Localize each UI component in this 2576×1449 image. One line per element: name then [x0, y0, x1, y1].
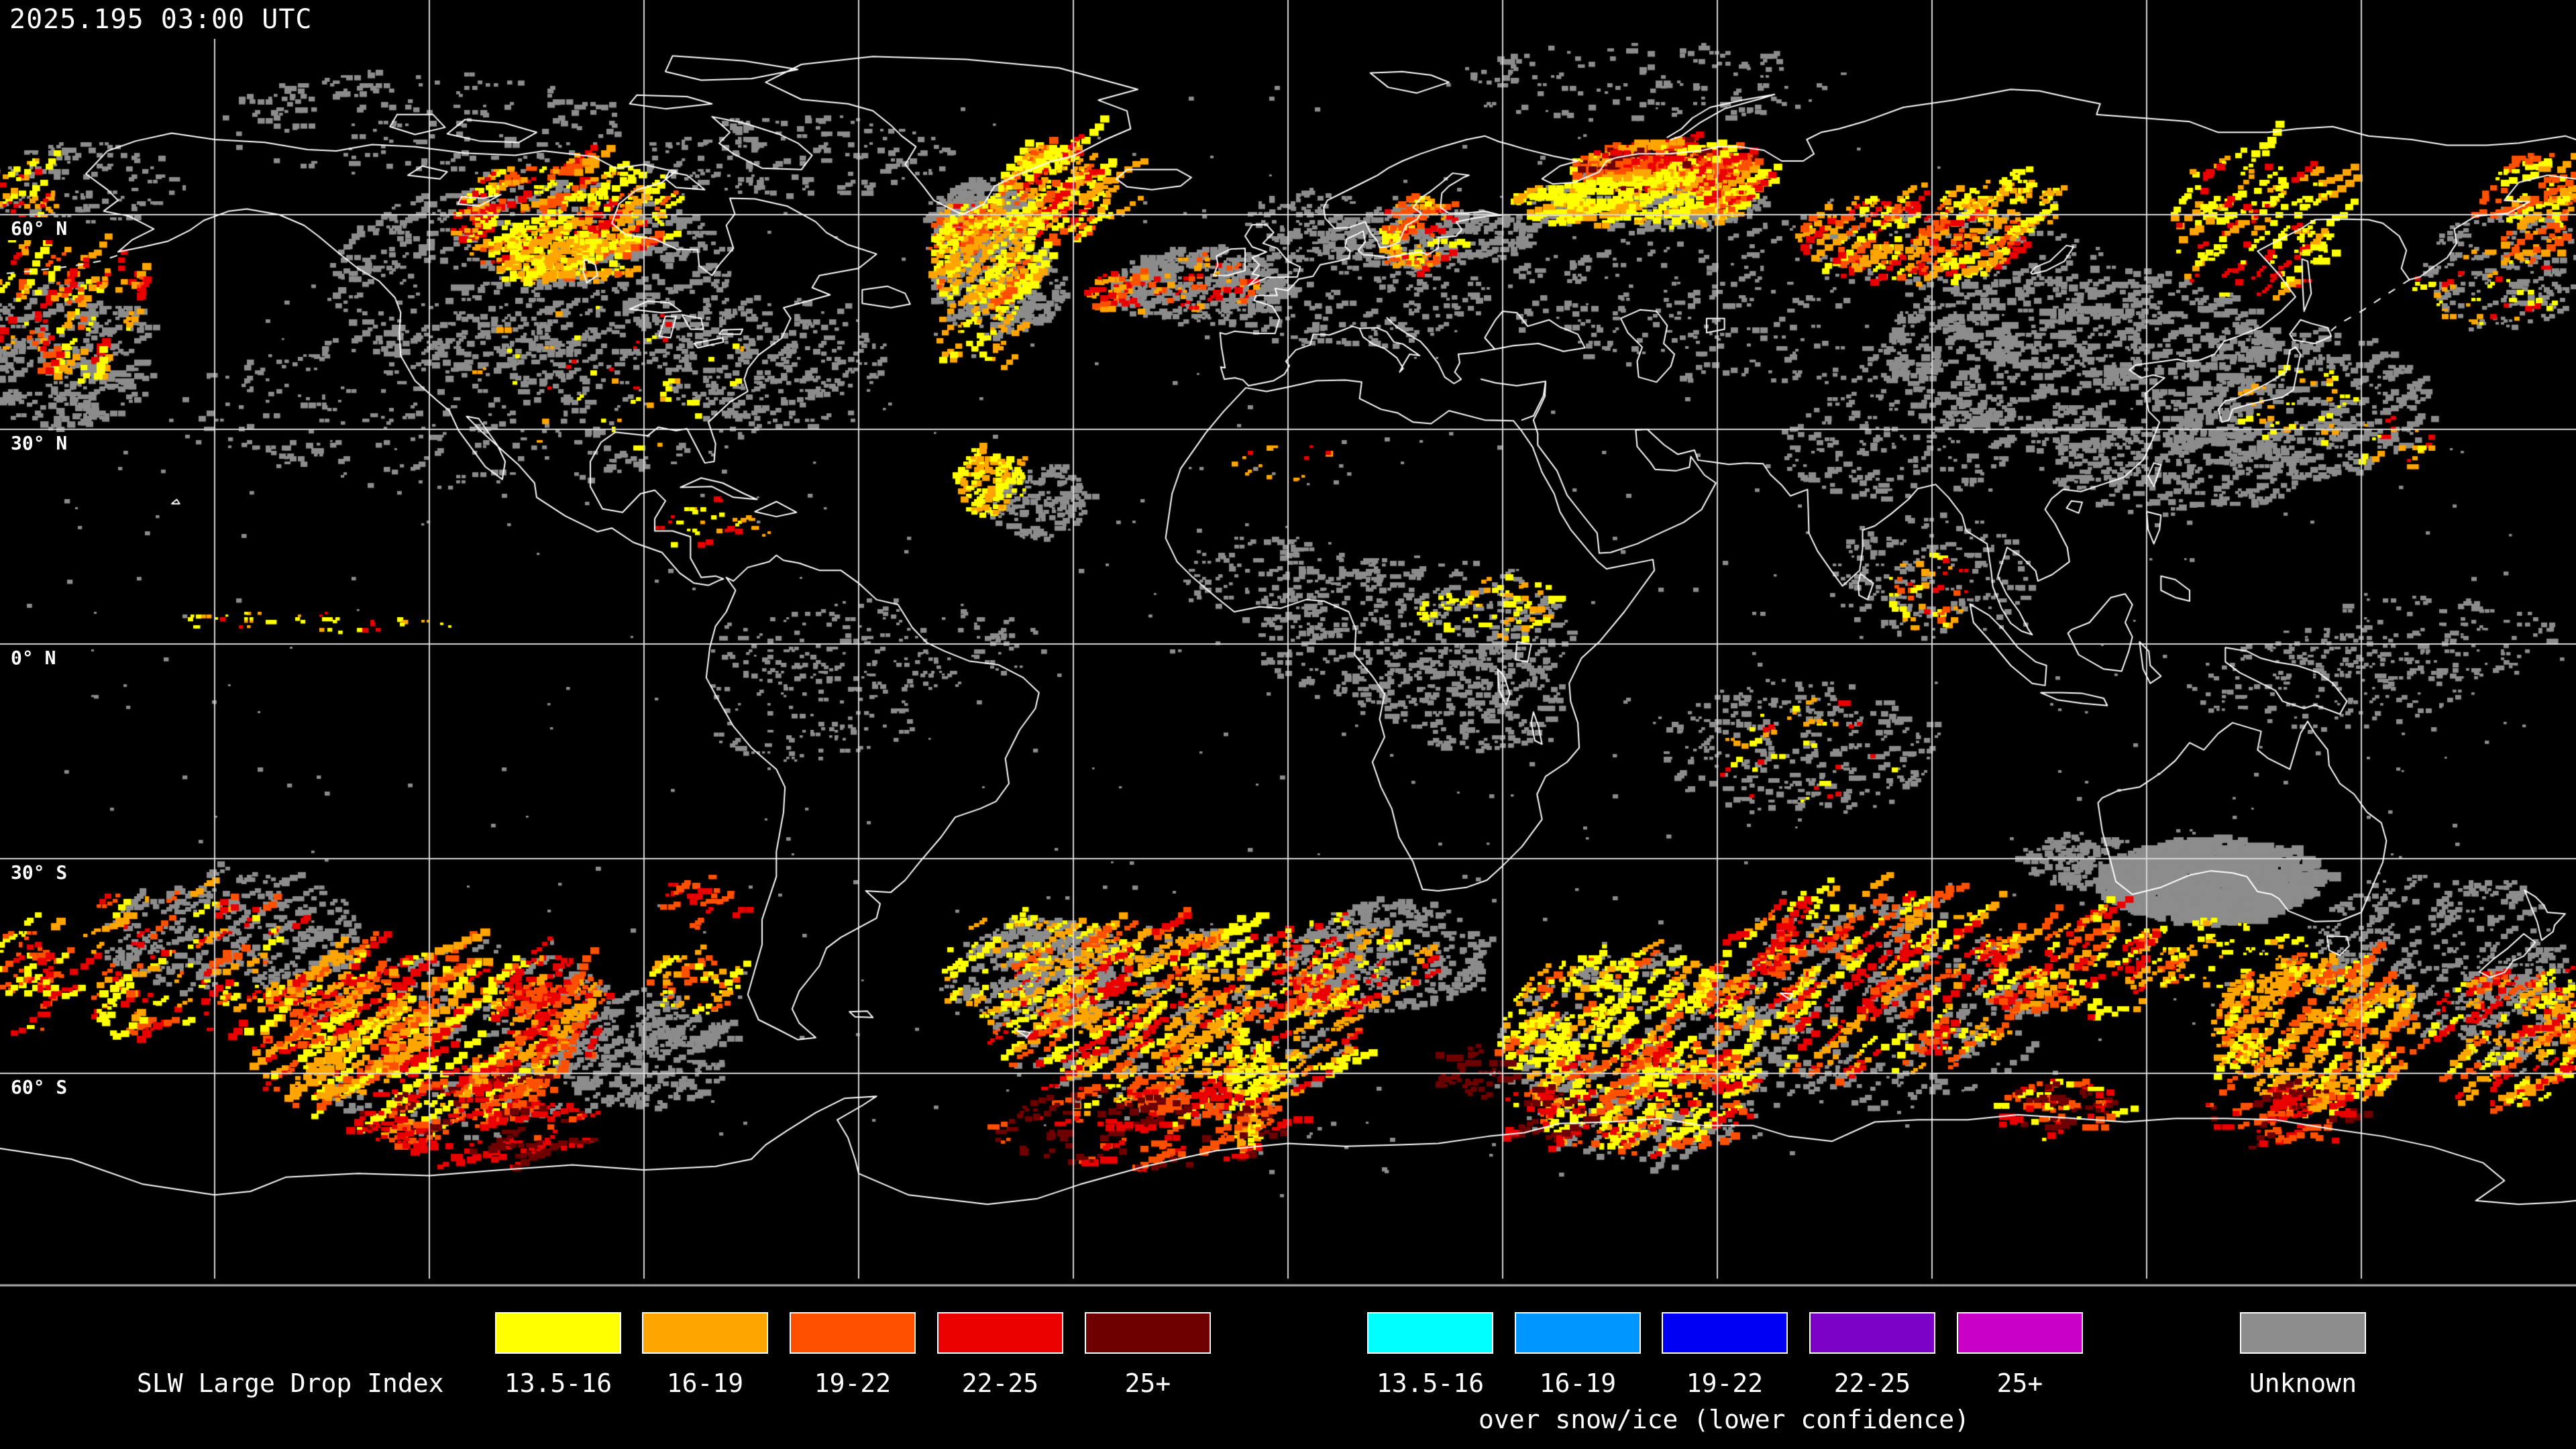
legend-range-primary-5: 25+	[1124, 1368, 1171, 1398]
snowice-caption: over snow/ice (lower confidence)	[1478, 1405, 1970, 1434]
legend-swatch-snowice-5	[1957, 1312, 2083, 1354]
lat-label-0n: 0° N	[7, 647, 60, 669]
legend-range-primary-3: 19-22	[814, 1368, 892, 1398]
lat-label-60s: 60° S	[7, 1076, 72, 1099]
legend-swatch-snowice-2	[1515, 1312, 1641, 1354]
legend-label-unknown: Unknown	[2249, 1368, 2357, 1398]
legend-swatch-primary-1	[495, 1312, 621, 1354]
lat-label-30s: 30° S	[7, 861, 72, 884]
legend-range-snowice-1: 13.5-16	[1376, 1368, 1485, 1398]
timestamp: 2025.195 03:00 UTC	[0, 0, 322, 39]
legend-swatch-primary-5	[1085, 1312, 1211, 1354]
legend-swatch-snowice-1	[1367, 1312, 1493, 1354]
legend-swatch-snowice-3	[1662, 1312, 1788, 1354]
legend-swatch-snowice-4	[1809, 1312, 1935, 1354]
legend-range-snowice-4: 22-25	[1833, 1368, 1911, 1398]
legend-swatch-primary-4	[937, 1312, 1063, 1354]
legend-range-primary-4: 22-25	[961, 1368, 1039, 1398]
legend-range-primary-1: 13.5-16	[504, 1368, 612, 1398]
legend-swatch-primary-2	[642, 1312, 768, 1354]
legend-title: SLW Large Drop Index	[137, 1368, 444, 1398]
lat-label-30n: 30° N	[7, 432, 72, 455]
legend-swatch-primary-3	[790, 1312, 916, 1354]
legend-swatch-unknown	[2240, 1312, 2366, 1354]
legend-range-snowice-3: 19-22	[1686, 1368, 1764, 1398]
legend-range-snowice-5: 25+	[1996, 1368, 2043, 1398]
legend-range-primary-2: 16-19	[666, 1368, 744, 1398]
legend-range-snowice-2: 16-19	[1539, 1368, 1617, 1398]
lat-label-60n: 60° N	[7, 217, 72, 240]
